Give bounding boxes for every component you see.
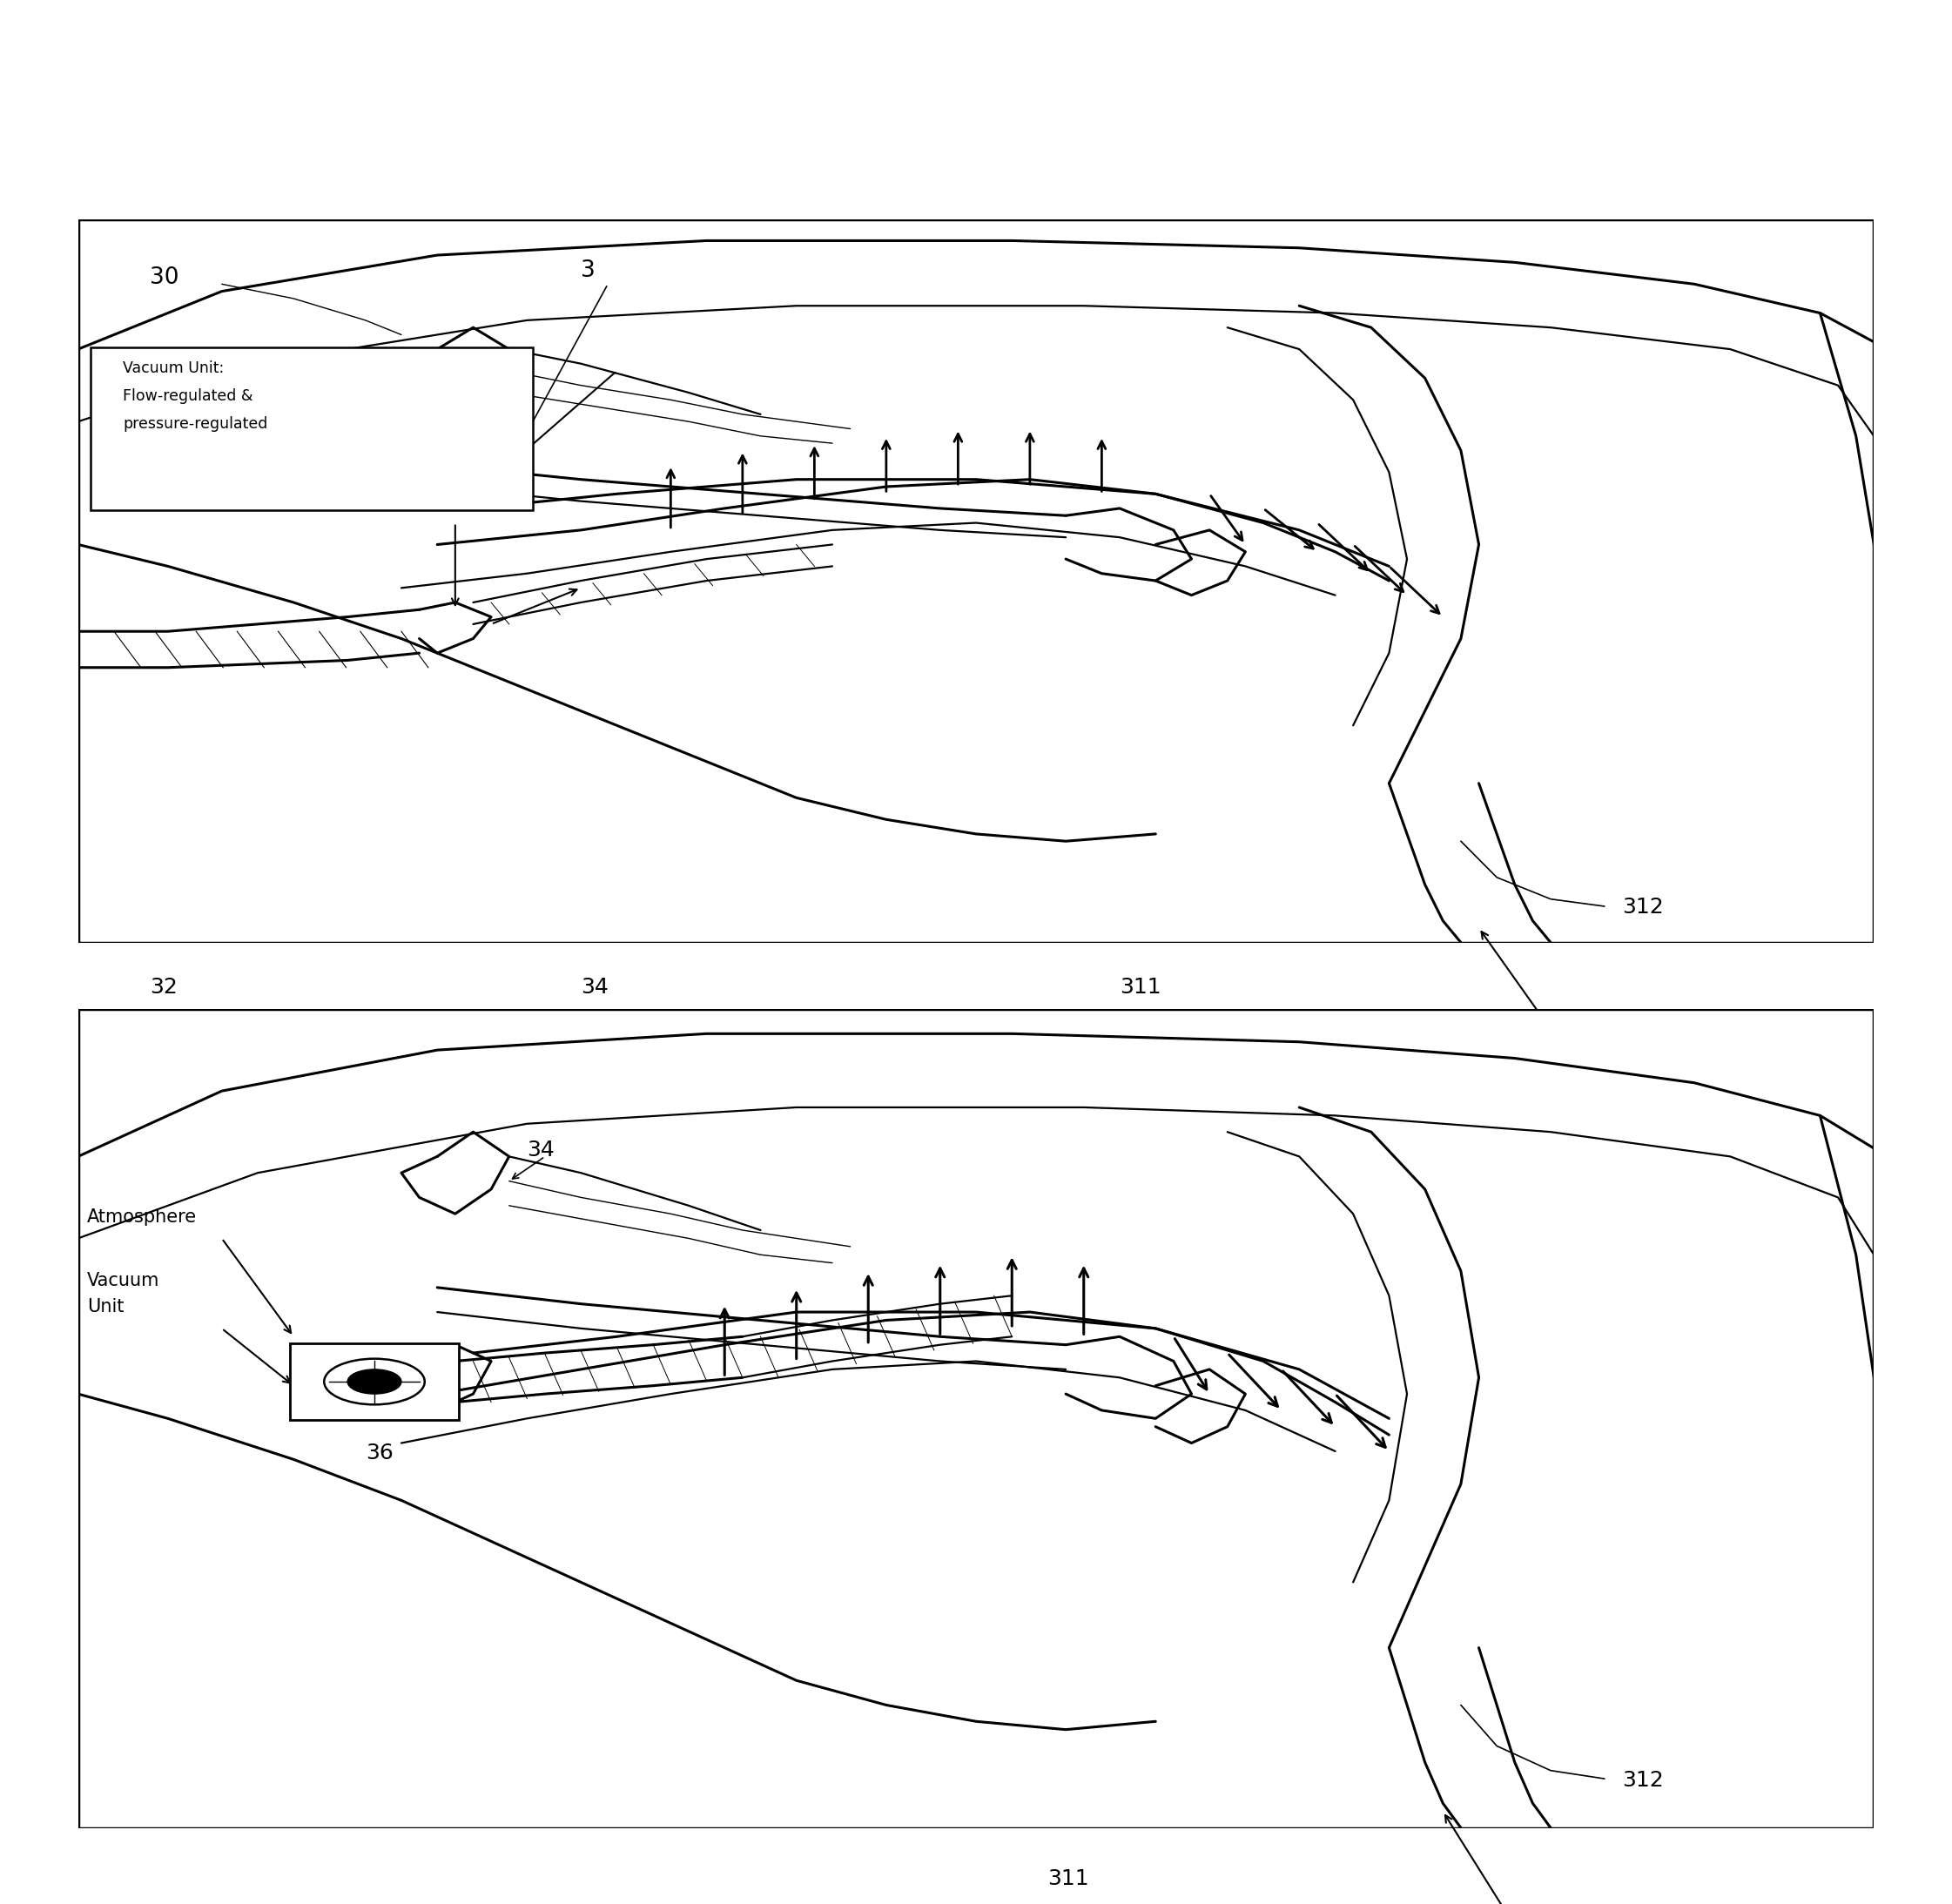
Text: 32: 32	[150, 977, 178, 998]
Text: Atmosphere: Atmosphere	[88, 1207, 197, 1226]
Text: 3: 3	[582, 259, 595, 282]
Text: 312: 312	[1622, 1771, 1663, 1792]
Text: 36: 36	[365, 1443, 392, 1464]
Text: 34: 34	[527, 1140, 554, 1161]
Text: 312: 312	[1622, 897, 1663, 918]
Text: 311: 311	[1048, 1868, 1089, 1889]
Text: Vacuum
Unit: Vacuum Unit	[88, 1272, 160, 1316]
Text: 311: 311	[1120, 977, 1161, 998]
FancyBboxPatch shape	[291, 1342, 459, 1420]
Text: Fig. 3A: Fig. 3A	[919, 1093, 1033, 1123]
Text: Vacuum Unit:
Flow-regulated &
pressure-regulated: Vacuum Unit: Flow-regulated & pressure-r…	[123, 360, 267, 432]
Circle shape	[347, 1369, 402, 1394]
Text: Upper Airway: Upper Airway	[1407, 1034, 1554, 1055]
FancyBboxPatch shape	[90, 347, 533, 510]
Text: 30: 30	[150, 267, 180, 289]
Text: 34: 34	[582, 977, 609, 998]
